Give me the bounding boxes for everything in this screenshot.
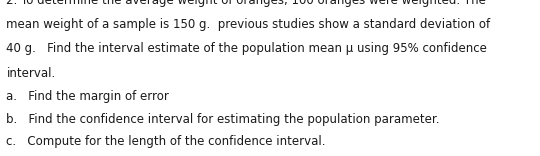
Text: c.   Compute for the length of the confidence interval.: c. Compute for the length of the confide…	[6, 135, 326, 148]
Text: a.   Find the margin of error: a. Find the margin of error	[6, 90, 170, 103]
Text: b.   Find the confidence interval for estimating the population parameter.: b. Find the confidence interval for esti…	[6, 113, 440, 126]
Text: interval.: interval.	[6, 67, 56, 80]
Text: 2. To determine the average weight of oranges, 100 oranges were weighted. The: 2. To determine the average weight of or…	[6, 0, 487, 7]
Text: mean weight of a sample is 150 g.  previous studies show a standard deviation of: mean weight of a sample is 150 g. previo…	[6, 18, 491, 31]
Text: 40 g.   Find the interval estimate of the population mean μ using 95% confidence: 40 g. Find the interval estimate of the …	[6, 42, 488, 55]
